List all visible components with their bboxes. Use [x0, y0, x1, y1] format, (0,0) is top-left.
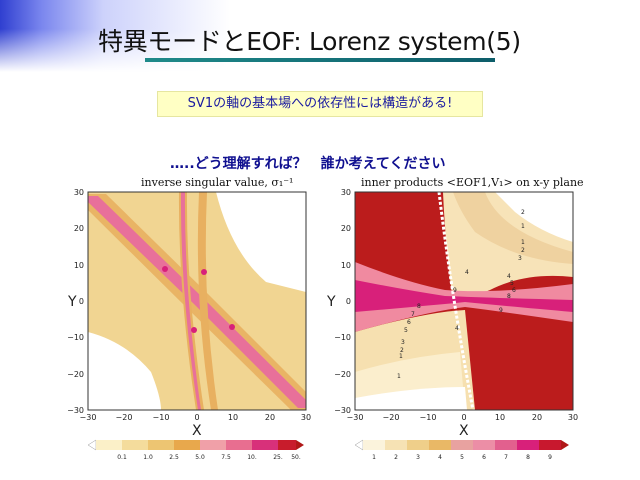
contour-label: 7 [411, 311, 415, 318]
contour-label: 4 [455, 325, 459, 332]
contour-label: 9 [453, 287, 457, 294]
right-x-tick: 0 [461, 413, 466, 422]
question-text: …..どう理解すれば？ 誰か考えてください [170, 156, 446, 172]
left-colorbar: 0.1 1.0 2.5 5.0 7.5 10. 25. 50. [87, 439, 304, 461]
left-colorbar-label: 5.0 [195, 454, 205, 461]
contour-label: 2 [521, 247, 525, 254]
right-y-tick: −10 [334, 333, 351, 342]
left-y-tick: 30 [74, 188, 84, 197]
right-colorbar-label: 8 [526, 454, 530, 461]
left-x-tick: 20 [265, 413, 275, 422]
left-x-tick: 30 [301, 413, 311, 422]
left-colorbar-label: 50. [291, 454, 301, 461]
right-y-tick: −20 [334, 370, 351, 379]
slide-title: 特異モードとEOF: Lorenz system(5) [98, 27, 521, 56]
left-x-tick: 10 [228, 413, 238, 422]
right-plot-area: 2 1 1 2 3 4 4 5 6 8 9 9 8 7 6 5 4 3 2 1 [355, 192, 573, 410]
right-plot-title: inner products <EOF1,V₁> on x-y plane [361, 176, 584, 189]
title-underline [145, 58, 495, 62]
right-x-tick: −20 [383, 413, 400, 422]
left-colorbar-label: 0.1 [117, 454, 127, 461]
contour-label: 5 [404, 327, 408, 334]
left-plot-title: inverse singular value, σ₁⁻¹ [141, 176, 293, 189]
contour-label: 2 [521, 209, 525, 216]
contour-label: 1 [399, 353, 403, 360]
left-colorbar-label: 2.5 [169, 454, 179, 461]
right-x-tick: −30 [347, 413, 364, 422]
left-colorbar-label: 7.5 [221, 454, 231, 461]
contour-label: 2 [400, 347, 404, 354]
right-y-tick: −30 [334, 406, 351, 415]
right-colorbar-label: 2 [394, 454, 398, 461]
highlight-note: SV1の軸の基本場への依存性には構造がある! [157, 91, 483, 117]
contour-label: 5 [510, 280, 514, 287]
left-y-tick: 0 [79, 297, 84, 306]
contour-label: 3 [518, 255, 522, 262]
left-y-tick: −20 [67, 370, 84, 379]
left-x-label: X [192, 423, 202, 439]
right-colorbar-label: 4 [438, 454, 442, 461]
left-hotspot [162, 266, 168, 272]
contour-label: 1 [521, 223, 525, 230]
right-y-tick: 20 [341, 224, 351, 233]
left-y-tick: 10 [74, 261, 84, 270]
left-hotspot [229, 324, 235, 330]
left-colorbar-label: 25. [273, 454, 283, 461]
contour-label: 4 [465, 269, 469, 276]
right-y-tick: 0 [346, 297, 351, 306]
right-plot-svg: inner products <EOF1,V₁> on x-y plane 2 … [326, 176, 584, 461]
right-contour-labels: 2 1 1 2 3 4 4 5 6 8 9 9 8 7 6 5 4 3 2 1 [397, 209, 525, 380]
left-y-tick: −10 [67, 333, 84, 342]
right-x-tick: 20 [532, 413, 542, 422]
left-hotspot [191, 327, 197, 333]
left-y-tick: 20 [74, 224, 84, 233]
left-colorbar-label: 1.0 [143, 454, 153, 461]
left-y-label: Y [67, 294, 77, 310]
contour-label: 8 [507, 293, 511, 300]
left-y-tick: −30 [67, 406, 84, 415]
right-colorbar-label: 9 [548, 454, 552, 461]
left-plot-area [88, 192, 306, 410]
contour-label: 8 [417, 303, 421, 310]
contour-label: 6 [512, 287, 516, 294]
contour-label: 4 [507, 273, 511, 280]
right-colorbar-label: 1 [372, 454, 376, 461]
left-plot-frame [87, 191, 307, 411]
right-colorbar-label: 7 [504, 454, 508, 461]
right-plot-frame [354, 191, 574, 411]
contour-label: 1 [397, 373, 401, 380]
right-y-tick: 30 [341, 188, 351, 197]
contour-label: 6 [407, 319, 411, 326]
left-plot-svg: inverse singular value, σ₁⁻¹ 30 20 10 0 … [67, 176, 311, 461]
right-x-tick: 30 [568, 413, 578, 422]
right-colorbar: 1 2 3 4 5 6 7 8 9 [354, 439, 569, 461]
left-hotspot [201, 269, 207, 275]
left-x-tick: −10 [153, 413, 170, 422]
right-x-label: X [459, 423, 469, 439]
left-figure: inverse singular value, σ₁⁻¹ 30 20 10 0 … [66, 172, 368, 464]
left-colorbar-label: 10. [247, 454, 257, 461]
contour-label: 3 [401, 339, 405, 346]
left-x-tick: 0 [194, 413, 199, 422]
right-x-tick: −10 [420, 413, 437, 422]
right-x-tick: 10 [495, 413, 505, 422]
right-colorbar-label: 6 [482, 454, 486, 461]
left-x-tick: −20 [116, 413, 133, 422]
right-colorbar-label: 5 [460, 454, 464, 461]
right-y-tick: 10 [341, 261, 351, 270]
contour-label: 9 [499, 307, 503, 314]
right-colorbar-label: 3 [416, 454, 420, 461]
right-figure: inner products <EOF1,V₁> on x-y plane 2 … [325, 172, 627, 464]
right-y-label: Y [326, 294, 336, 310]
left-x-tick: −30 [80, 413, 97, 422]
contour-label: 1 [521, 239, 525, 246]
